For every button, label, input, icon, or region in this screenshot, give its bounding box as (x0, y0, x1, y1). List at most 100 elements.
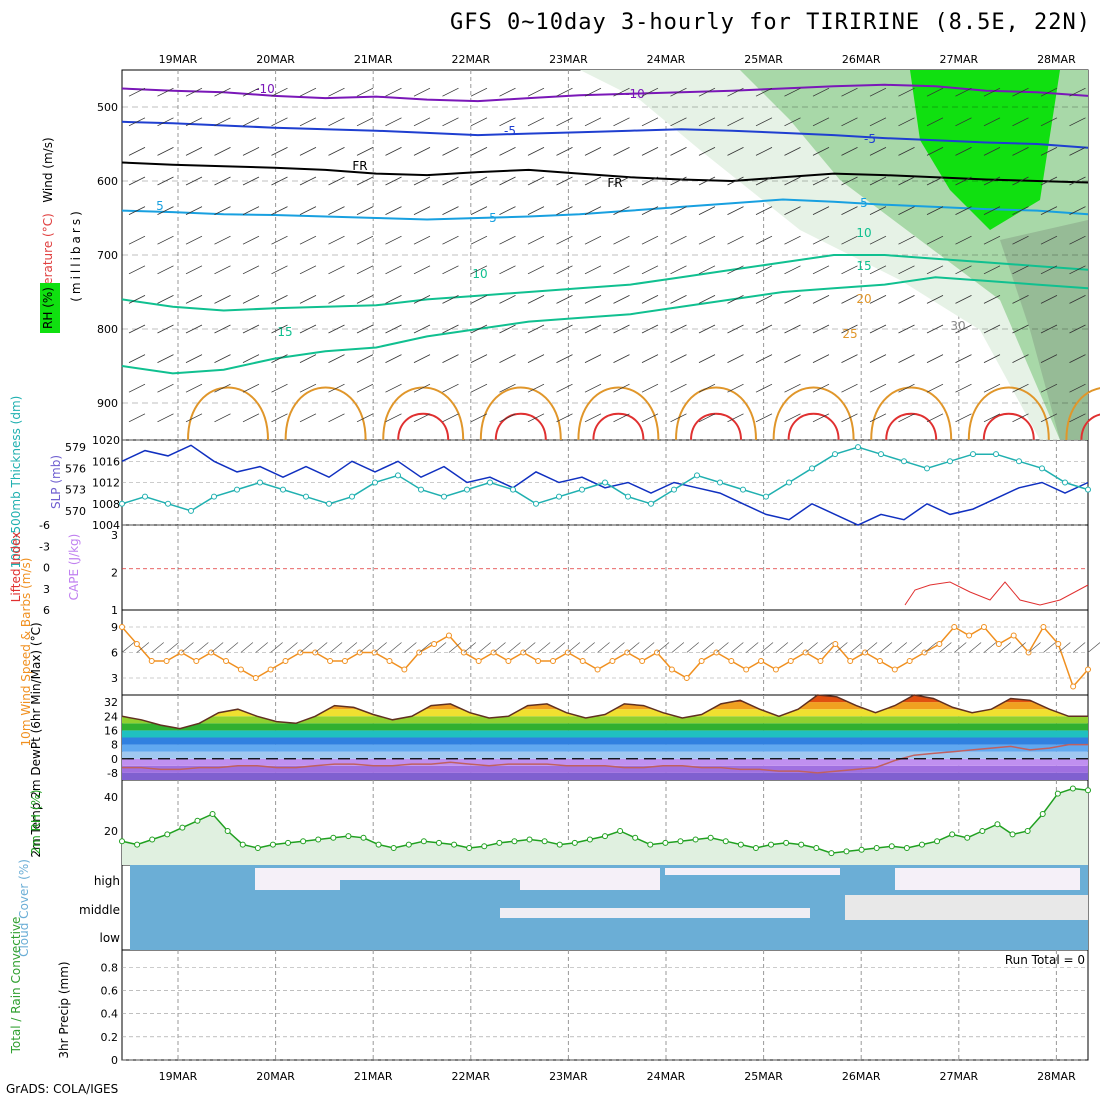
rh-line-point (345, 833, 352, 840)
precip-tick: 0.4 (101, 1008, 119, 1021)
cloud-cover-label: Cloud Cover (%) (17, 859, 31, 957)
wind-barb (328, 354, 345, 363)
wind-barb (356, 265, 374, 275)
date-label-top: 20MAR (256, 53, 295, 66)
surface-wind-barb (359, 642, 373, 653)
surface-wind-barb (968, 642, 982, 653)
surface-wind-barb (671, 642, 685, 653)
precip-label: 3hr Precip (mm) (57, 961, 71, 1058)
surface-wind-barb (909, 642, 922, 653)
surface-wind-barb (954, 642, 967, 653)
diurnal-contour-red (592, 412, 645, 441)
thickness-tick: 573 (65, 484, 86, 497)
rh-label: RH (%) (41, 287, 55, 329)
wind-barb (356, 206, 374, 215)
wind-barb (185, 383, 203, 393)
wind-barb (242, 265, 260, 275)
wind-barb (812, 117, 830, 127)
rh-line-point (737, 841, 744, 848)
wind-barb (641, 87, 659, 97)
wind-barb (556, 235, 573, 245)
wind-barb (613, 235, 630, 245)
wind-barb (128, 206, 146, 215)
wind-barb (784, 265, 801, 275)
precip-tick: 0.8 (101, 961, 119, 974)
wind-barb (527, 383, 545, 393)
date-label-top: 19MAR (159, 53, 198, 66)
date-label-bottom: 26MAR (842, 1070, 881, 1083)
rh-line-point (360, 834, 367, 841)
pressure-tick: 700 (97, 249, 118, 262)
wind-barb (299, 413, 317, 423)
wind-barb (157, 265, 174, 275)
wind-barb (1069, 295, 1086, 304)
diurnal-contour-orange (187, 386, 269, 441)
wind-barb (926, 383, 944, 393)
wind-barb (356, 176, 374, 186)
wind-barb (214, 176, 231, 186)
wind-barb (983, 206, 1001, 215)
cape-tick: 1 (111, 604, 118, 617)
surface-wind-barb (523, 642, 536, 653)
wind-barb (698, 383, 716, 393)
wind-barb (442, 147, 459, 156)
wind-barb (584, 413, 602, 423)
diurnal-contour-orange (479, 386, 562, 441)
surface-wind-barb (552, 642, 566, 653)
wind-barb (641, 117, 659, 127)
rh-line-point (707, 834, 714, 841)
wind-barb (185, 295, 203, 304)
wind-barb (185, 206, 203, 215)
wind-barb (641, 383, 659, 393)
wind-barb (385, 147, 402, 156)
rh-line-point (752, 845, 759, 851)
cloud-clear-mid-1 (500, 908, 810, 918)
wind-speed-line-point (223, 658, 230, 664)
wind-barb (556, 147, 573, 156)
surface-wind-barb (1058, 642, 1071, 653)
date-label-top: 23MAR (549, 53, 588, 66)
temp-band (122, 772, 1088, 780)
wind-barb (328, 413, 345, 423)
wind-barb (328, 324, 345, 334)
wind-barb (955, 383, 972, 393)
surface-wind-barb (760, 642, 774, 653)
wind-barb (613, 147, 630, 156)
wind-barb (1069, 176, 1086, 186)
rh-line-point (783, 839, 790, 846)
wind-barb (584, 206, 602, 215)
wind-speed-line-point (594, 666, 601, 673)
surface-wind-barb (835, 642, 848, 653)
wind-barb (242, 117, 260, 127)
wind-barb (983, 235, 1001, 245)
wind-barb (470, 295, 488, 304)
wind-speed-line-point (966, 632, 973, 639)
thickness-line-point (395, 472, 401, 479)
wind-barb (157, 87, 174, 97)
wind-barb (299, 147, 317, 156)
thickness-line-point (625, 493, 631, 500)
wind-barb (413, 235, 431, 245)
precip-type-label: Total / Rain Convective (9, 917, 23, 1055)
wind-barb (1040, 147, 1058, 156)
rh-line-point (722, 838, 729, 845)
rh-line-point (224, 828, 231, 834)
surface-wind-barb (433, 642, 447, 653)
thickness-line-point (924, 465, 930, 472)
wind-tick: 6 (111, 647, 118, 660)
wind-barb (613, 87, 630, 97)
wind-barb (983, 413, 1001, 423)
wind-barb (299, 87, 317, 97)
wind-speed-line-point (817, 658, 824, 664)
wind-barb (955, 413, 972, 423)
wind-barb (812, 235, 830, 245)
wind-barb (727, 295, 744, 304)
date-label-top: 24MAR (647, 53, 686, 66)
wind-barb (755, 206, 773, 215)
surface-wind-barb (181, 642, 194, 653)
wind-barb (926, 354, 944, 363)
slp-tick: 1012 (92, 477, 120, 490)
rh-line-point (768, 841, 775, 848)
wind-barb (955, 265, 972, 275)
slp-tick: 1016 (92, 455, 120, 468)
